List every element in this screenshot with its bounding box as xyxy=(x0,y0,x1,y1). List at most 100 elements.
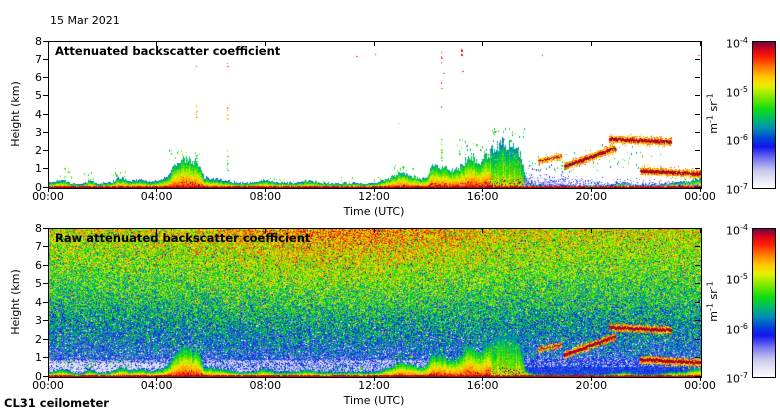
colorbar-tick-label: 10-7 xyxy=(726,371,748,386)
y-tick-label: 5 xyxy=(35,89,42,103)
y-tick-mark xyxy=(43,357,48,358)
x-tick-label: 04:00 xyxy=(140,379,173,392)
colorbar-top xyxy=(752,41,776,189)
x-tick-mark xyxy=(699,41,701,46)
y-tick-mark xyxy=(43,77,48,78)
x-tick-mark xyxy=(699,376,701,381)
x-tick-label: 00:00 xyxy=(684,190,716,203)
x-tick-mark xyxy=(590,376,592,381)
x-tick-mark xyxy=(264,41,266,46)
y-tick-mark xyxy=(43,131,48,133)
y-tick-mark xyxy=(695,375,700,377)
x-tick-mark xyxy=(156,187,158,192)
y-tick-mark xyxy=(695,58,700,60)
x-tick-mark xyxy=(590,187,592,192)
colorbar-bottom xyxy=(752,228,776,378)
y-tick-mark xyxy=(695,40,700,42)
y-tick-mark xyxy=(695,227,700,229)
y-tick-label: 3 xyxy=(35,125,42,139)
x-tick-label: 00:00 xyxy=(684,379,716,392)
y-tick-mark xyxy=(695,264,700,266)
x-tick-label: 08:00 xyxy=(249,379,282,392)
x-tick-label: 12:00 xyxy=(358,379,390,392)
y-tick-mark xyxy=(43,227,48,229)
x-tick-mark xyxy=(156,228,158,233)
y-tick-mark xyxy=(695,246,700,247)
x-tick-mark xyxy=(264,187,266,192)
y-tick-mark xyxy=(695,131,700,133)
y-tick-mark xyxy=(43,375,48,377)
x-tick-mark xyxy=(482,187,484,192)
x-tick-label: 20:00 xyxy=(575,190,608,203)
y-tick-mark xyxy=(695,95,700,97)
x-tick-mark xyxy=(47,376,49,381)
x-tick-label: 00:00 xyxy=(32,190,64,203)
y-tick-mark xyxy=(695,150,700,151)
y-tick-mark xyxy=(695,168,700,170)
x-tick-mark xyxy=(373,41,375,46)
y-tick-label: 6 xyxy=(35,258,42,272)
x-tick-label: 16:00 xyxy=(466,190,499,203)
x-tick-mark xyxy=(47,41,49,46)
y-tick-mark xyxy=(43,95,48,97)
x-tick-mark xyxy=(156,376,158,381)
attenuated-backscatter-panel: Attenuated backscatter coefficient xyxy=(48,41,702,189)
x-tick-mark xyxy=(264,376,266,381)
y-tick-label: 1 xyxy=(35,351,42,364)
y-tick-mark xyxy=(43,168,48,170)
colorbar-bottom-gradient xyxy=(753,229,775,377)
y-tick-label: 7 xyxy=(35,52,42,66)
colorbar-tick-label: 10-6 xyxy=(726,321,748,337)
y-tick-label: 6 xyxy=(35,71,42,84)
instrument-label: CL31 ceilometer xyxy=(4,396,109,410)
x-tick-mark xyxy=(699,228,701,233)
y-tick-mark xyxy=(695,186,700,188)
y-tick-label: 0 xyxy=(35,180,42,194)
x-tick-mark xyxy=(590,228,592,233)
x-tick-mark xyxy=(373,376,375,381)
x-tick-mark xyxy=(482,41,484,46)
y-tick-label: 8 xyxy=(35,221,42,235)
y-tick-mark xyxy=(43,283,48,284)
x-axis-label-top: Time (UTC) xyxy=(343,205,405,218)
x-tick-label: 08:00 xyxy=(249,190,282,203)
x-tick-mark xyxy=(699,187,701,192)
x-tick-label: 00:00 xyxy=(32,379,64,392)
colorbar-tick-label: 10-5 xyxy=(726,84,748,100)
y-tick-mark xyxy=(695,301,700,303)
y-tick-mark xyxy=(695,113,700,115)
y-tick-label: 4 xyxy=(35,295,42,309)
y-tick-label: 2 xyxy=(35,144,42,157)
y-tick-mark xyxy=(695,357,700,358)
panel-title-raw: Raw attenuated backscatter coefficient xyxy=(55,231,311,245)
x-tick-label: 12:00 xyxy=(358,190,390,203)
colorbar-top-gradient xyxy=(753,42,775,188)
x-tick-mark xyxy=(373,228,375,233)
y-axis-label-top: Height (km) xyxy=(9,81,22,147)
colorbar-tick-label: 10-7 xyxy=(726,182,748,197)
y-tick-mark xyxy=(695,338,700,340)
y-tick-mark xyxy=(43,246,48,247)
attenuated-backscatter-heatmap xyxy=(49,42,701,188)
y-tick-mark xyxy=(43,338,48,340)
colorbar-tick-label: 10-6 xyxy=(726,133,748,148)
y-tick-mark xyxy=(43,301,48,303)
x-tick-label: 04:00 xyxy=(140,190,173,203)
y-tick-mark xyxy=(43,40,48,42)
x-tick-label: 20:00 xyxy=(575,379,608,392)
y-tick-mark xyxy=(43,186,48,188)
raw-backscatter-panel: Raw attenuated backscatter coefficient xyxy=(48,228,702,378)
y-tick-mark xyxy=(43,264,48,266)
raw-backscatter-heatmap xyxy=(49,229,701,377)
x-tick-mark xyxy=(47,228,49,233)
x-tick-mark xyxy=(156,41,158,46)
y-tick-mark xyxy=(43,320,48,321)
y-tick-mark xyxy=(43,150,48,151)
x-axis-label-bottom: Time (UTC) xyxy=(343,394,405,407)
x-tick-mark xyxy=(482,228,484,233)
y-tick-label: 0 xyxy=(35,369,42,383)
date-label: 15 Mar 2021 xyxy=(50,14,120,27)
colorbar-tick-label: 10-4 xyxy=(726,36,748,51)
y-tick-label: 4 xyxy=(35,107,42,121)
